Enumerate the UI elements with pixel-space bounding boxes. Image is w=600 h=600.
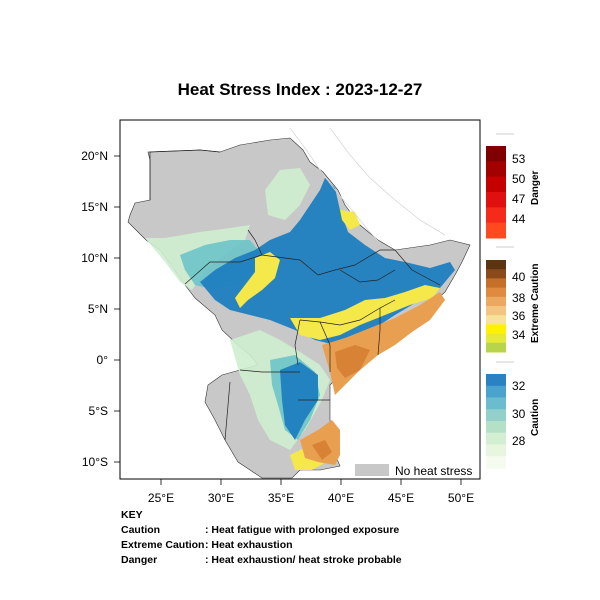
caution-swatch (486, 456, 506, 469)
key-row: Danger : Heat exhaustion/ heat stroke pr… (121, 553, 402, 568)
extreme-caution-swatch (486, 278, 506, 289)
caution-tick: 30 (512, 407, 526, 421)
key-row: Caution : Heat fatigue with prolonged ex… (121, 523, 402, 538)
caution-tick: 28 (512, 434, 526, 448)
danger-swatch (486, 192, 506, 208)
lon-axis (160, 479, 462, 485)
extreme-tick: 36 (512, 309, 526, 323)
extreme-caution-swatch (486, 333, 506, 344)
caution-swatch (486, 432, 506, 445)
key-desc: : Heat exhaustion/ heat stroke probable (205, 554, 402, 566)
extreme-caution-swatch (486, 296, 506, 307)
lat-tick-label: 15°N (81, 200, 108, 214)
lat-tick-label: 10°S (82, 455, 108, 469)
caution-swatch (486, 397, 506, 410)
no-heat-stress-label: No heat stress (395, 464, 472, 478)
lon-tick-label: 35°E (268, 491, 294, 505)
key-term: Extreme Caution (121, 539, 205, 551)
danger-swatch (486, 207, 506, 224)
danger-swatch (486, 176, 506, 193)
extreme-caution-label: Extreme Caution (530, 263, 541, 343)
extreme-caution-swatch (486, 342, 506, 353)
key-desc: : Heat fatigue with prolonged exposure (205, 524, 400, 536)
key-desc: : Heat exhaustion (205, 539, 293, 551)
caution-swatch (486, 409, 506, 422)
extreme-caution-swatch (486, 306, 506, 316)
danger-tick: 53 (512, 152, 526, 166)
danger-tick: 44 (512, 212, 526, 226)
caution-swatch (486, 385, 506, 398)
lon-tick-label: 40°E (328, 491, 354, 505)
lon-tick-label: 30°E (208, 491, 234, 505)
key-term: Caution (121, 524, 161, 536)
key-section: KEY Caution : Heat fatigue with prolonge… (121, 508, 402, 568)
extreme-caution-colorbar (486, 260, 506, 353)
caution-swatch (486, 421, 506, 434)
caution-label: Caution (530, 398, 541, 436)
map-title: Heat Stress Index : 2023-12-27 (177, 80, 423, 99)
key-term: Danger (121, 554, 158, 566)
key-heading: KEY (121, 509, 143, 521)
extreme-caution-swatch (486, 269, 506, 279)
country-borders (149, 149, 441, 441)
caution-swatch (486, 374, 506, 387)
no-heat-stress-swatch (355, 464, 389, 476)
lon-tick-label: 50°E (448, 491, 474, 505)
lat-tick-label: 5°S (89, 404, 108, 418)
lat-tick-label: 5°N (88, 302, 108, 316)
lat-tick-label: 10°N (81, 251, 108, 265)
extreme-tick: 38 (512, 291, 526, 305)
extreme-caution-swatch (486, 324, 506, 335)
extreme-caution-swatch (486, 287, 506, 298)
extreme-tick: 34 (512, 328, 526, 342)
key-row: Extreme Caution : Heat exhaustion (121, 538, 402, 553)
caution-swatch (486, 444, 506, 457)
extreme-caution-swatch (486, 260, 506, 270)
extreme-caution-swatch (486, 315, 506, 325)
danger-swatch (486, 146, 506, 162)
danger-swatch (486, 161, 506, 178)
extreme-caution-yellow-region (235, 252, 280, 308)
danger-label: Danger (530, 170, 541, 205)
caution-tick: 32 (512, 379, 526, 393)
danger-swatch (486, 222, 506, 239)
extreme-tick: 40 (512, 270, 526, 284)
danger-tick: 50 (512, 172, 526, 186)
lat-tick-label: 20°N (81, 149, 108, 163)
caution-colorbar (486, 374, 506, 469)
lon-tick-label: 25°E (148, 491, 174, 505)
danger-colorbar (486, 146, 506, 239)
red-sea-coastline (289, 127, 381, 244)
lat-tick-label: 0° (97, 353, 109, 367)
danger-tick: 47 (512, 192, 526, 206)
lon-tick-label: 45°E (388, 491, 414, 505)
lat-axis (114, 155, 120, 463)
map-frame (119, 119, 481, 480)
